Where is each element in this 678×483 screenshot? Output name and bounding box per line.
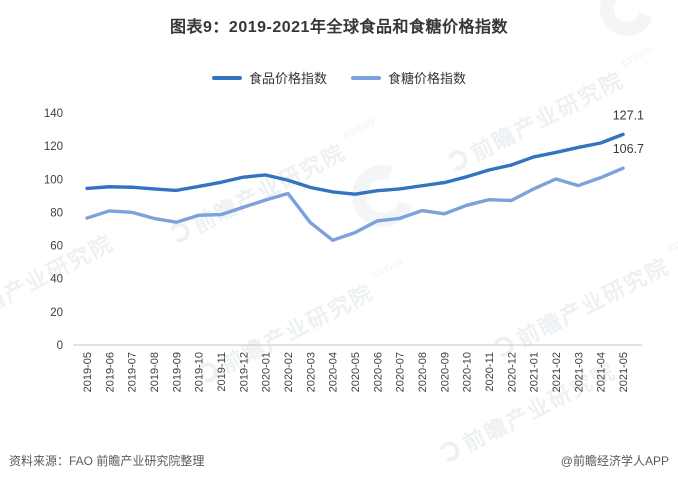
data-label-0: 127.1 [613, 108, 644, 122]
x-tick-label: 2021-04 [596, 352, 608, 392]
watermark-logo-icon [436, 438, 463, 465]
x-tick-label: 2020-03 [305, 352, 317, 392]
legend-item-food: 食品价格指数 [211, 68, 327, 87]
x-tick-label: 2020-04 [328, 352, 340, 392]
series-line-1 [85, 166, 625, 242]
y-tick-label: 40 [50, 274, 63, 286]
x-tick-label: 2021-02 [551, 352, 563, 392]
x-tick-label: 2020-12 [506, 352, 518, 392]
legend-item-sugar: 食糖价格指数 [351, 68, 466, 87]
y-tick-label: 100 [44, 174, 63, 186]
x-tick-label: 2021-05 [618, 352, 630, 392]
x-tick-label: 2020-09 [439, 352, 451, 392]
y-tick-label: 20 [50, 307, 63, 319]
page-title: 图表9：2019-2021年全球食品和食糖价格指数 [170, 19, 508, 36]
data-source-note: 资料来源：FAO 前瞻产业研究院整理 [9, 454, 205, 468]
data-label-1: 106.7 [613, 142, 644, 156]
legend-label-sugar: 食糖价格指数 [388, 71, 467, 86]
legend-line-swatch-sugar [351, 75, 381, 80]
x-tick-label: 2020-06 [372, 352, 384, 392]
line-chart: 0 20 40 60 80 100 120 140 2019-05 2019-06 2019-07 2… [44, 108, 644, 392]
y-tick-label: 60 [50, 241, 63, 253]
x-tick-label: 2020-10 [462, 352, 474, 392]
x-tick-label: 2019-09 [171, 352, 183, 392]
x-tick-label: 2020-11 [484, 352, 496, 392]
x-tick-label: 2019-08 [149, 352, 161, 392]
series-line-0 [85, 132, 625, 196]
x-tick-label: 2020-07 [395, 352, 407, 392]
x-tick-label: 2019-10 [194, 352, 206, 392]
y-tick-label: 120 [44, 141, 63, 153]
x-tick-label: 2019-06 [104, 352, 116, 392]
y-tick-label: 140 [44, 108, 63, 120]
x-tick-label: 2021-03 [573, 352, 585, 392]
x-tick-label: 2020-05 [350, 352, 362, 392]
x-tick-label: 2019-05 [82, 352, 94, 392]
watermark-digits: 839599 [619, 44, 655, 70]
legend-line-swatch-food [211, 75, 242, 80]
x-tick-label: 2019-11 [216, 352, 228, 392]
x-tick-label: 2020-08 [417, 352, 429, 392]
x-tick-label: 2019-07 [127, 352, 139, 392]
credit-note: @前瞻经济学人APP [560, 454, 669, 468]
x-tick-label: 2021-01 [529, 352, 541, 392]
x-tick-label: 2019-12 [238, 352, 250, 392]
chart-legend: 食品价格指数 食糖价格指数 [0, 68, 678, 87]
x-tick-label: 2020-02 [283, 352, 295, 392]
x-tick-label: 2020-01 [261, 352, 273, 392]
y-tick-label: 0 [57, 340, 63, 352]
legend-label-food: 食品价格指数 [248, 71, 327, 86]
y-tick-label: 80 [50, 207, 63, 219]
